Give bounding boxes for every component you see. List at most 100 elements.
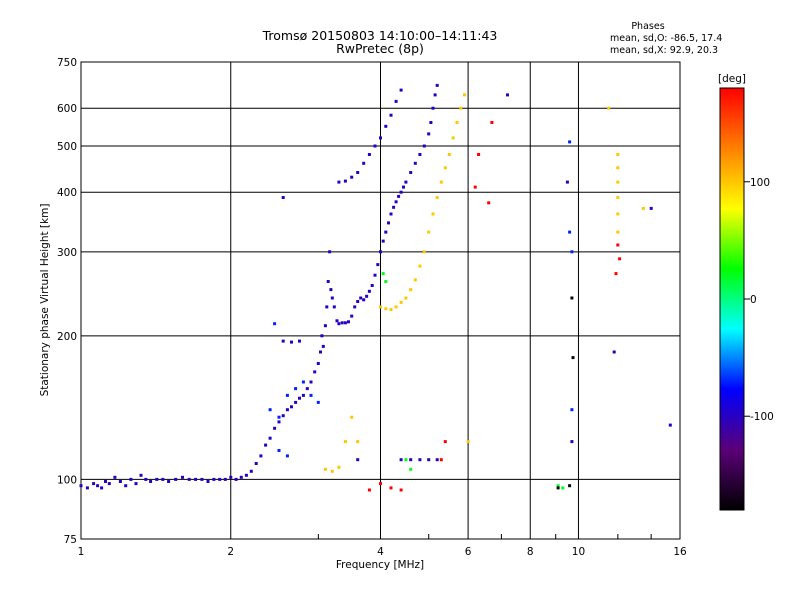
data-point (124, 484, 128, 488)
data-point (568, 230, 572, 234)
data-point (379, 482, 382, 486)
data-point (433, 93, 437, 97)
data-point (330, 469, 334, 473)
data-point (290, 405, 293, 409)
data-point (455, 121, 459, 124)
data-point (181, 475, 184, 479)
data-point (321, 344, 325, 348)
data-point (413, 161, 417, 165)
data-point (139, 473, 143, 477)
data-point (298, 396, 301, 400)
data-point (373, 273, 377, 277)
data-point (422, 144, 426, 148)
data-point (362, 298, 366, 302)
data-point (384, 124, 388, 128)
data-point (326, 280, 330, 283)
data-point (473, 185, 477, 189)
data-point (397, 194, 401, 198)
data-point (290, 340, 293, 344)
data-point (212, 477, 216, 481)
data-point (350, 415, 354, 419)
data-point (422, 250, 426, 254)
data-point (427, 132, 431, 136)
data-point (259, 454, 263, 458)
data-point (309, 380, 313, 384)
data-point (118, 480, 122, 483)
data-point (281, 339, 285, 343)
data-point (384, 280, 388, 283)
data-point (413, 278, 417, 282)
data-point (384, 230, 388, 234)
data-point (399, 88, 403, 92)
data-point (399, 190, 403, 194)
data-point (149, 480, 153, 483)
data-point (616, 153, 620, 156)
colorbar-tick-label: 0 (750, 294, 757, 306)
data-point (616, 212, 620, 216)
colorbar-tick-label: 100 (750, 177, 770, 189)
data-point (335, 319, 339, 323)
data-point (477, 153, 481, 156)
data-point (337, 322, 341, 326)
data-point (568, 484, 572, 488)
chart-subtitle: RwPretec (8p) (336, 41, 424, 56)
data-point (367, 488, 371, 492)
data-point (616, 166, 620, 170)
data-point (187, 477, 191, 481)
data-point (343, 179, 347, 183)
data-point (285, 454, 289, 458)
data-point (571, 356, 575, 360)
grid-lines (81, 62, 680, 539)
data-point (356, 300, 360, 303)
y-tick-label: 750 (57, 57, 77, 69)
colorbar-ticks: 100 0 -100 (744, 177, 774, 423)
data-point (356, 171, 360, 174)
data-point (273, 426, 277, 430)
data-point (347, 320, 350, 324)
data-point (418, 153, 422, 156)
y-axis-ticks: 75 100 200 300 400 500 600 750 (57, 57, 77, 546)
data-point (218, 477, 222, 481)
data-point (134, 482, 138, 486)
data-point (316, 362, 320, 365)
data-point (129, 477, 133, 481)
data-point (359, 296, 363, 300)
data-point (96, 484, 100, 488)
data-point (435, 83, 439, 87)
data-point (356, 440, 360, 444)
data-point (329, 288, 333, 292)
data-point (244, 473, 248, 477)
data-point (337, 180, 341, 184)
data-point (506, 93, 509, 97)
data-point (387, 221, 390, 225)
data-point (376, 263, 380, 267)
data-point (641, 206, 645, 210)
data-point (234, 477, 238, 481)
data-point (239, 475, 243, 479)
data-point (443, 166, 447, 170)
data-point (570, 296, 574, 300)
data-point (570, 408, 574, 412)
data-point (161, 477, 165, 481)
data-point (409, 171, 413, 174)
data-point (337, 465, 341, 469)
data-point (365, 294, 369, 298)
data-point (451, 136, 455, 140)
data-point (174, 477, 178, 481)
data-point (277, 415, 281, 419)
data-point (328, 250, 332, 254)
data-point (309, 393, 313, 397)
data-point (463, 93, 466, 97)
data-point (404, 458, 408, 462)
data-point (409, 467, 413, 471)
data-point (113, 475, 117, 479)
data-point (323, 467, 327, 471)
data-point (556, 486, 560, 490)
data-point (427, 458, 431, 462)
data-point (281, 414, 285, 418)
data-point (223, 477, 227, 481)
y-tick-label: 400 (57, 187, 77, 199)
y-tick-label: 300 (57, 247, 77, 259)
x-tick-label: 16 (673, 546, 687, 558)
data-point (350, 175, 354, 179)
